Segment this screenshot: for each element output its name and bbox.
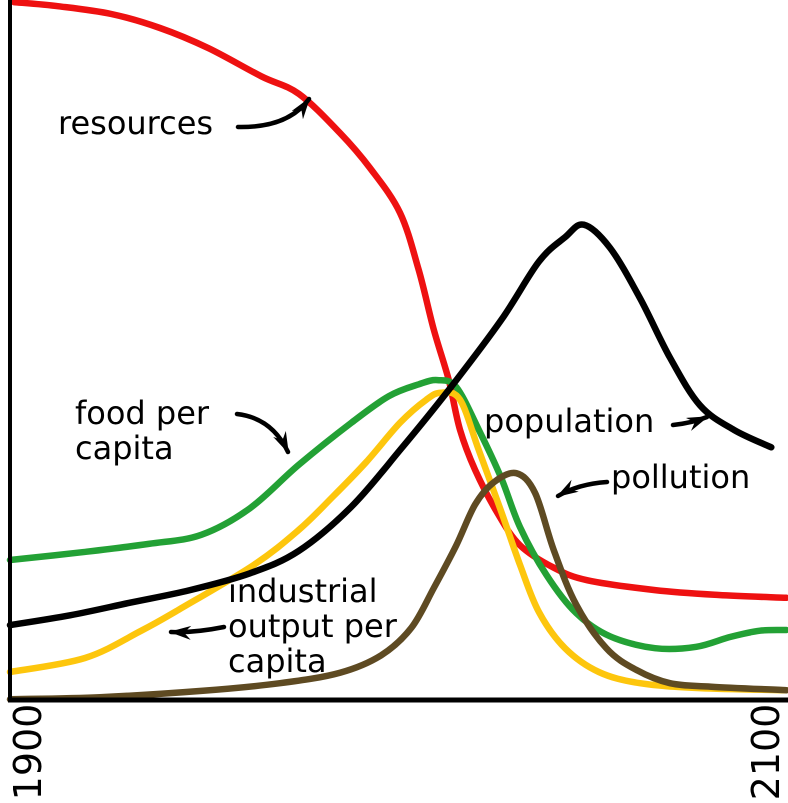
annotation-arrow-0 [235, 96, 312, 130]
series-curves [6, 0, 788, 703]
series-curve-pollution [6, 469, 788, 703]
annotation-arrow-3 [555, 479, 610, 499]
x-tick-1900: 1900 [6, 703, 50, 801]
series-curve-resources [10, 0, 788, 602]
annotation-arrow-2 [670, 414, 710, 431]
label-industrial-output-per-capita: industrial output per capita [228, 572, 397, 681]
series-curve-industrial-output-per-capita [6, 389, 788, 694]
series-curve-population [6, 221, 775, 629]
label-pollution: pollution [611, 458, 751, 496]
x-tick-2100: 2100 [744, 703, 788, 801]
label-population: population [484, 402, 655, 440]
label-resources: resources [58, 104, 214, 142]
annotation-arrow-1 [234, 411, 291, 455]
series-curve-food-per-capita [6, 376, 788, 653]
label-food-per-capita: food per capita [75, 394, 210, 468]
annotation-arrows [168, 96, 710, 640]
annotation-arrow-4 [168, 624, 227, 640]
